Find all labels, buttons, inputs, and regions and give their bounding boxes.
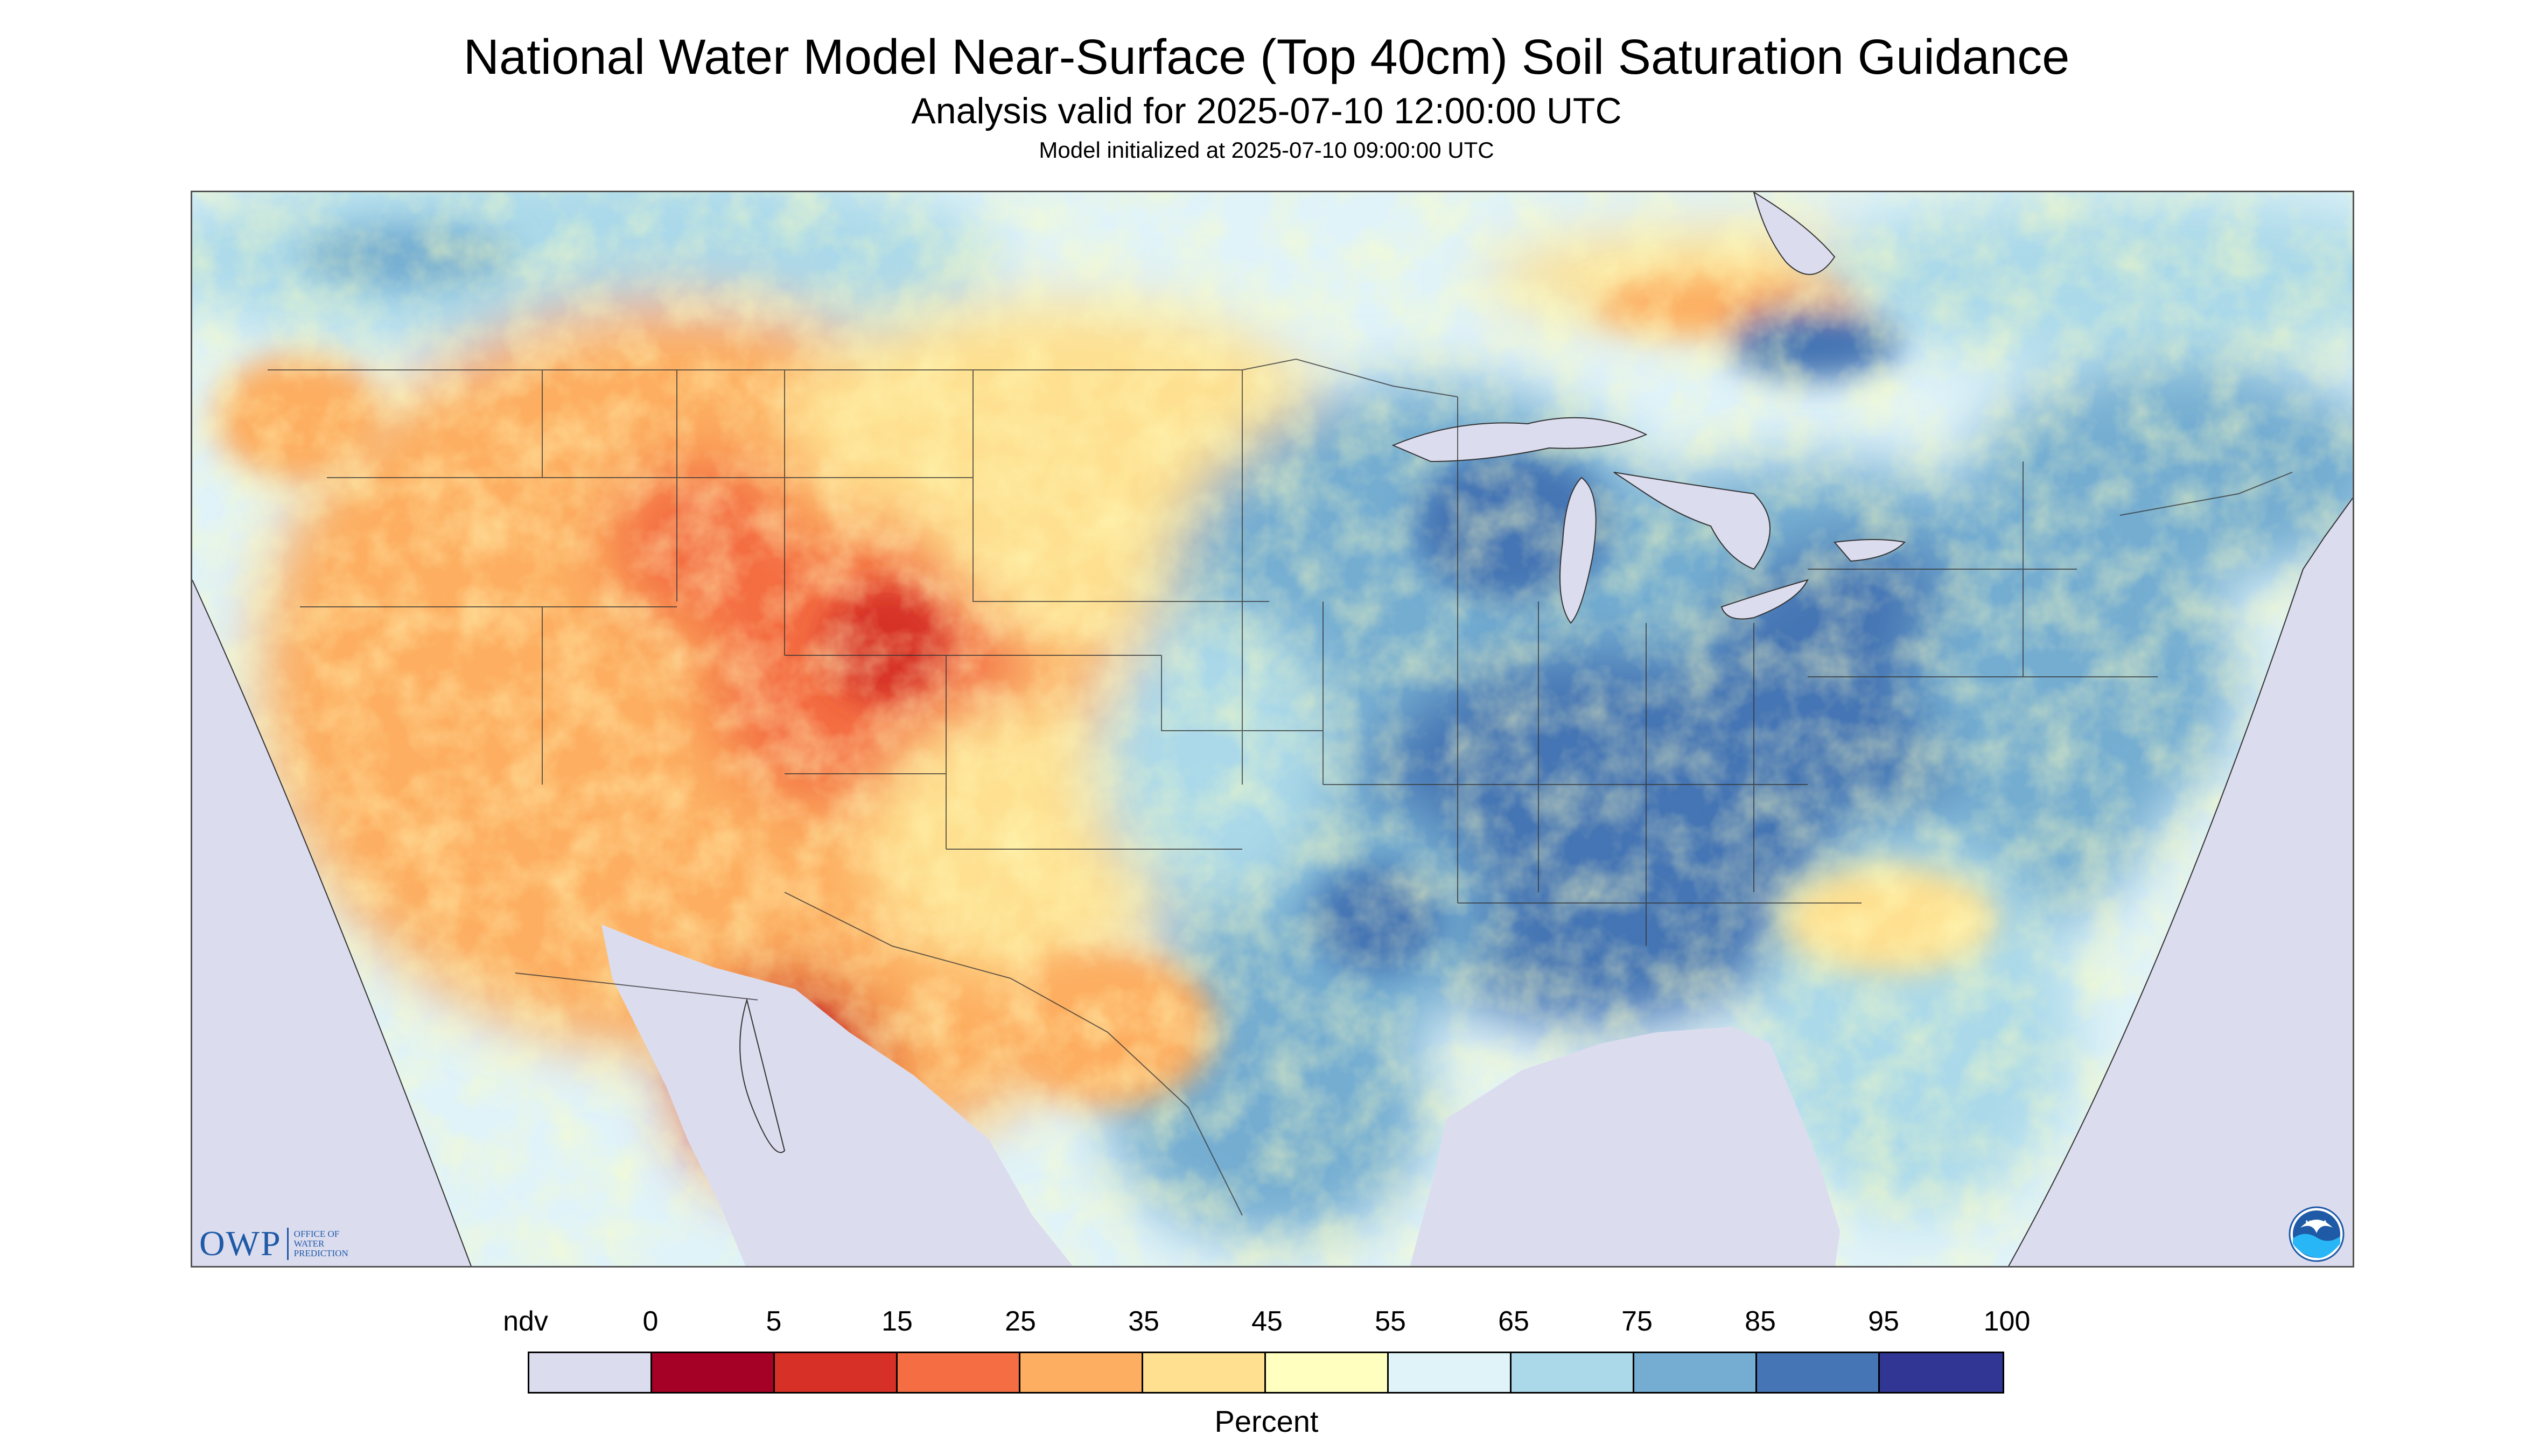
legend-swatch-35-45	[1143, 1353, 1266, 1392]
legend-label-65: 65	[1498, 1306, 1529, 1337]
legend-label-ndv: ndv	[503, 1306, 548, 1337]
hudson-bay-inlet	[1753, 192, 1836, 275]
lake-superior	[1391, 417, 1648, 463]
gulf-of-california	[739, 998, 786, 1153]
legend-label-15: 15	[881, 1306, 913, 1337]
analysis-valid-subtitle: Analysis valid for 2025-07-10 12:00:00 U…	[911, 90, 1622, 131]
legend-swatch-45-55	[1266, 1353, 1389, 1392]
lake-erie	[1720, 579, 1809, 620]
legend-swatch-95-100	[1880, 1353, 2003, 1392]
legend-swatch-5-15	[775, 1353, 898, 1392]
lake-ontario	[1834, 539, 1906, 562]
legend-label-100: 100	[1983, 1306, 2031, 1337]
legend-label-75: 75	[1621, 1306, 1653, 1337]
legend-units-label: Percent	[1214, 1404, 1319, 1438]
noaa-logo-text: NOAA	[2305, 1219, 2327, 1227]
legend-swatch-65-75	[1512, 1353, 1634, 1392]
legend-swatch-25-35	[1020, 1353, 1143, 1392]
model-initialized-label: Model initialized at 2025-07-10 09:00:00…	[1039, 137, 1494, 163]
map-title: National Water Model Near-Surface (Top 4…	[463, 30, 2070, 85]
legend-swatch-75-85	[1634, 1353, 1757, 1392]
legend-label-35: 35	[1128, 1306, 1159, 1337]
legend-swatch-0-5	[652, 1353, 775, 1392]
legend-swatch-85-95	[1757, 1353, 1880, 1392]
owp-logo-divider	[286, 1228, 289, 1260]
lake-michigan	[1559, 477, 1597, 624]
owp-logo-subtext: Office of Water Prediction	[293, 1229, 348, 1258]
legend-label-85: 85	[1745, 1306, 1776, 1337]
noaa-logo: NOAA	[2289, 1206, 2345, 1262]
legend-swatch-15-25	[898, 1353, 1020, 1392]
soil-saturation-map	[191, 191, 2354, 1268]
legend-label-95: 95	[1868, 1306, 1899, 1337]
boundary-lines	[268, 359, 2293, 1216]
legend-label-25: 25	[1005, 1306, 1036, 1337]
legend-colorbar	[528, 1352, 2004, 1394]
legend-label-5: 5	[766, 1306, 782, 1337]
legend-label-55: 55	[1375, 1306, 1406, 1337]
legend-swatch-55-65	[1389, 1353, 1512, 1392]
owp-logo: OWP Office of Water Prediction	[199, 1223, 348, 1264]
owp-logo-text: OWP	[199, 1224, 282, 1263]
lake-huron	[1613, 472, 1771, 570]
legend-label-45: 45	[1251, 1306, 1283, 1337]
legend-tick-labels: ndv 0 5 15 25 35 45 55 65 75 85 95 100	[0, 1307, 2533, 1345]
legend-label-0: 0	[642, 1306, 659, 1337]
legend-swatch-ndv	[529, 1353, 652, 1392]
